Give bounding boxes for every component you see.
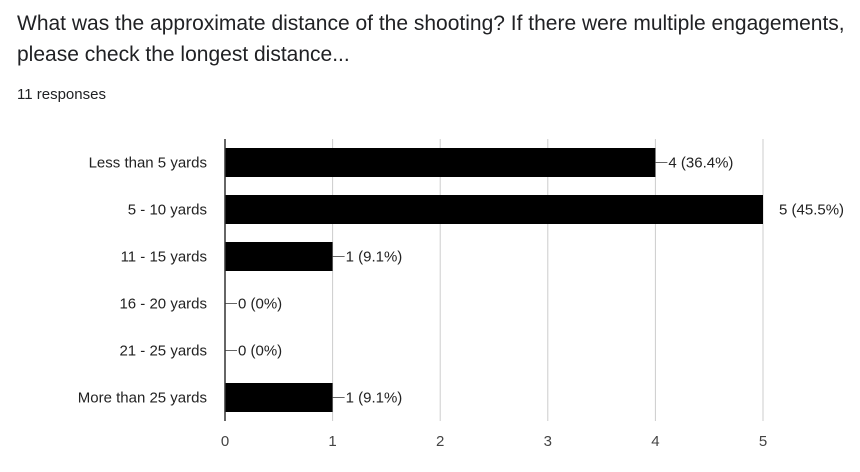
bar bbox=[225, 195, 763, 224]
data-labels: 4 (36.4%) 5 (45.5%) 1 (9.1%) 0 (0%) 0 (0%) 1 … bbox=[225, 155, 844, 407]
category-labels: Less than 5 yards 5 - 10 yards 11 - 15 yar… bbox=[78, 155, 207, 407]
x-tick-label: 1 bbox=[328, 433, 336, 450]
x-tick-label: 2 bbox=[436, 433, 444, 450]
category-label: 5 - 10 yards bbox=[128, 202, 207, 219]
x-tick-label: 5 bbox=[759, 433, 767, 450]
data-label: 1 (9.1%) bbox=[346, 390, 403, 407]
category-label: 16 - 20 yards bbox=[119, 296, 207, 313]
data-label: 0 (0%) bbox=[238, 296, 282, 313]
gridlines bbox=[224, 139, 764, 421]
category-label: More than 25 yards bbox=[78, 390, 207, 407]
data-label: 0 (0%) bbox=[238, 343, 282, 360]
bar bbox=[225, 383, 333, 412]
bars bbox=[225, 148, 763, 412]
bar bbox=[225, 148, 656, 177]
x-axis-ticks: 0 1 2 3 4 5 bbox=[221, 433, 767, 450]
category-label: 21 - 25 yards bbox=[119, 343, 207, 360]
x-tick-label: 3 bbox=[544, 433, 552, 450]
data-label: 4 (36.4%) bbox=[668, 155, 733, 172]
bar bbox=[225, 242, 333, 271]
category-label: 11 - 15 yards bbox=[121, 249, 207, 266]
x-tick-label: 0 bbox=[221, 433, 229, 450]
question-title: What was the approximate distance of the… bbox=[17, 12, 845, 66]
category-label: Less than 5 yards bbox=[89, 155, 207, 172]
x-tick-label: 4 bbox=[651, 433, 659, 450]
data-label: 1 (9.1%) bbox=[346, 249, 403, 266]
data-label: 5 (45.5%) bbox=[779, 202, 844, 219]
response-count: 11 responses bbox=[17, 86, 106, 103]
